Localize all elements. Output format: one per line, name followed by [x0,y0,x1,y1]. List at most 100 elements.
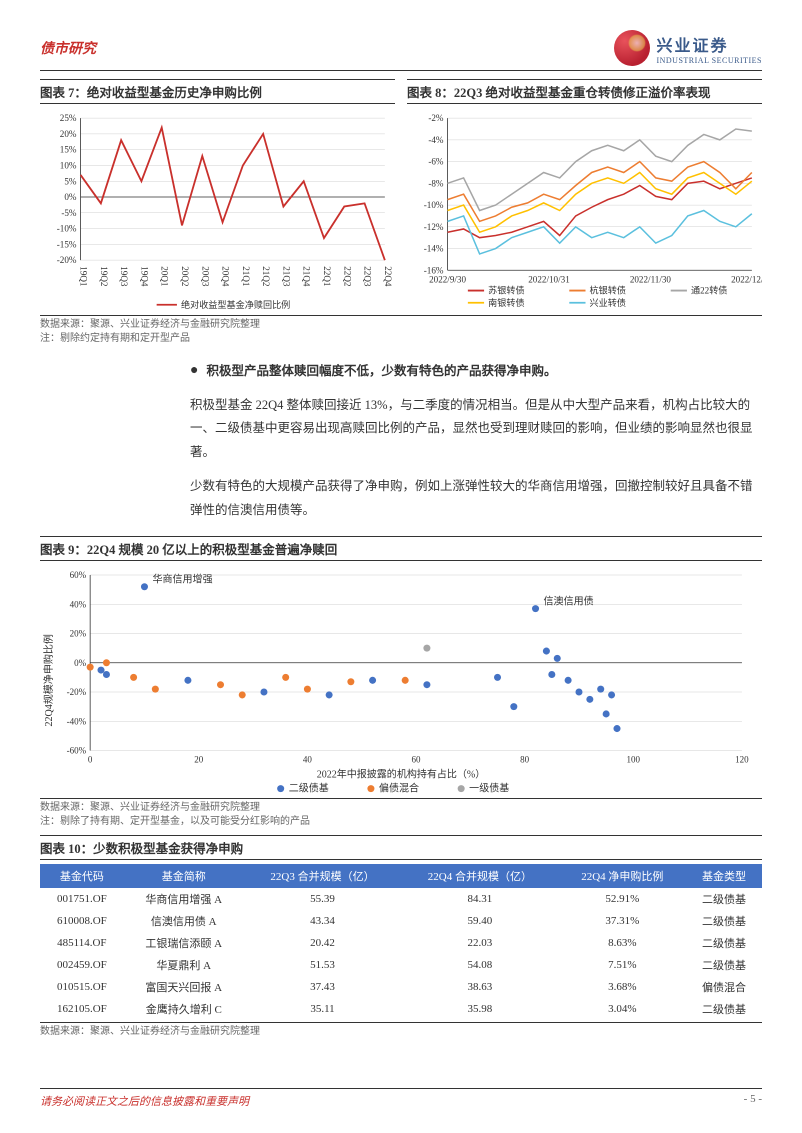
table-cell: 51.53 [244,954,401,976]
svg-text:22Q3: 22Q3 [363,266,373,287]
table-cell: 华夏鼎利 A [124,954,244,976]
bullet-text: 积极型产品整体赎回幅度不低，少数有特色的产品获得净申购。 [206,360,556,384]
svg-text:-8%: -8% [428,178,444,188]
svg-text:绝对收益型基金净赎回比例: 绝对收益型基金净赎回比例 [181,299,290,310]
svg-text:信澳信用债: 信澳信用债 [544,595,594,608]
svg-text:120: 120 [735,755,749,765]
svg-text:-2%: -2% [428,113,444,123]
svg-text:通22转债: 通22转债 [691,285,727,296]
table-row: 610008.OF信澳信用债 A43.3459.4037.31%二级债基 [40,910,762,932]
svg-text:5%: 5% [64,176,77,186]
svg-text:2022/10/31: 2022/10/31 [528,274,570,284]
table-cell: 59.40 [401,910,558,932]
table-cell: 43.34 [244,910,401,932]
svg-text:2022/12/31: 2022/12/31 [731,274,762,284]
source-line: 数据来源：聚源、兴业证券经济与金融研究院整理 [40,318,762,332]
chart7-title: 图表 7：绝对收益型基金历史净申购比例 [40,79,395,104]
svg-text:-6%: -6% [428,157,444,167]
chart10-title: 图表 10：少数积极型基金获得净申购 [40,835,762,860]
svg-text:20Q3: 20Q3 [200,266,210,287]
logo-cn: 兴业证券 [656,32,762,56]
source-7-8: 数据来源：聚源、兴业证券经济与金融研究院整理 注：剔除约定持有期和定开型产品 [40,315,762,346]
table-cell: 001751.OF [40,888,124,910]
svg-text:22Q1: 22Q1 [322,266,332,286]
svg-text:-60%: -60% [67,746,87,756]
table-cell: 52.91% [559,888,687,910]
table-cell: 二级债基 [686,888,762,910]
table-cell: 35.98 [401,998,558,1020]
svg-text:0%: 0% [64,192,77,202]
svg-text:22Q4规模净申购比例: 22Q4规模净申购比例 [42,634,55,726]
svg-text:20%: 20% [60,129,77,139]
table-cell: 偏债混合 [686,976,762,998]
svg-text:-14%: -14% [424,244,444,254]
svg-text:20: 20 [194,755,204,765]
svg-text:21Q4: 21Q4 [302,266,312,287]
table-cell: 38.63 [401,976,558,998]
table-cell: 3.68% [559,976,687,998]
source-line: 注：剔除了持有期、定开型基金，以及可能受分红影响的产品 [40,815,762,829]
section-title: 债市研究 [40,38,96,58]
table-cell: 3.04% [559,998,687,1020]
table-cell: 37.43 [244,976,401,998]
svg-text:-10%: -10% [57,224,77,234]
chart8-title: 图表 8：22Q3 绝对收益型基金重仓转债修正溢价率表现 [407,79,762,104]
table-header: 基金类型 [686,864,762,888]
company-logo: 兴业证券 INDUSTRIAL SECURITIES [614,30,762,66]
svg-text:60: 60 [412,755,422,765]
chart7-svg: -20%-15%-10%-5%0%5%10%15%20%25%19Q119Q21… [40,108,395,311]
table-row: 485114.OF工银瑞信添颐 A20.4222.038.63%二级债基 [40,932,762,954]
table-cell: 010515.OF [40,976,124,998]
footer-disclaimer: 请务必阅读正文之后的信息披露和重要声明 [40,1093,249,1109]
table-header: 22Q3 合并规模（亿） [244,864,401,888]
svg-text:19Q4: 19Q4 [139,266,149,287]
table-cell: 37.31% [559,910,687,932]
svg-text:-20%: -20% [57,255,77,265]
page-footer: 请务必阅读正文之后的信息披露和重要声明 - 5 - [40,1088,762,1109]
source-10: 数据来源：聚源、兴业证券经济与金融研究院整理 [40,1022,762,1039]
svg-text:-12%: -12% [424,222,444,232]
svg-text:20Q1: 20Q1 [160,266,170,286]
table-cell: 华商信用增强 A [124,888,244,910]
svg-text:杭银转债: 杭银转债 [590,285,626,296]
table-cell: 35.11 [244,998,401,1020]
svg-text:兴业转债: 兴业转债 [590,297,626,308]
svg-text:-15%: -15% [57,239,77,249]
table-cell: 二级债基 [686,954,762,976]
svg-text:19Q1: 19Q1 [79,266,89,286]
table-cell: 金鹰持久增利 C [124,998,244,1020]
svg-text:21Q2: 21Q2 [261,266,271,287]
svg-text:20%: 20% [70,629,87,639]
table-cell: 162105.OF [40,998,124,1020]
table-cell: 22.03 [401,932,558,954]
svg-text:-40%: -40% [67,717,87,727]
table-cell: 二级债基 [686,998,762,1020]
svg-text:21Q1: 21Q1 [241,266,251,286]
table-header: 基金简称 [124,864,244,888]
svg-text:22Q2: 22Q2 [342,266,352,287]
table-cell: 002459.OF [40,954,124,976]
table-cell: 55.39 [244,888,401,910]
svg-text:25%: 25% [60,113,77,123]
table-cell: 工银瑞信添颐 A [124,932,244,954]
svg-text:80: 80 [520,755,530,765]
table-cell: 信澳信用债 A [124,910,244,932]
svg-text:苏银转债: 苏银转债 [488,285,524,296]
svg-text:19Q3: 19Q3 [119,266,129,287]
table-row: 002459.OF华夏鼎利 A51.5354.087.51%二级债基 [40,954,762,976]
page-header: 债市研究 兴业证券 INDUSTRIAL SECURITIES [40,30,762,71]
table-cell: 485114.OF [40,932,124,954]
svg-text:10%: 10% [60,161,77,171]
table-header: 基金代码 [40,864,124,888]
table-row: 001751.OF华商信用增强 A55.3984.3152.91%二级债基 [40,888,762,910]
logo-icon [614,30,650,66]
source-line: 注：剔除约定持有期和定开型产品 [40,332,762,346]
table-header: 22Q4 净申购比例 [559,864,687,888]
svg-text:-10%: -10% [424,200,444,210]
table-cell: 8.63% [559,932,687,954]
paragraph: 积极型基金 22Q4 整体赎回接近 13%，与二季度的情况相当。但是从中大型产品… [190,394,762,465]
svg-text:0: 0 [88,755,93,765]
svg-text:二级债基: 二级债基 [289,782,329,795]
svg-text:19Q2: 19Q2 [99,266,109,287]
table-row: 010515.OF富国天兴回报 A37.4338.633.68%偏债混合 [40,976,762,998]
